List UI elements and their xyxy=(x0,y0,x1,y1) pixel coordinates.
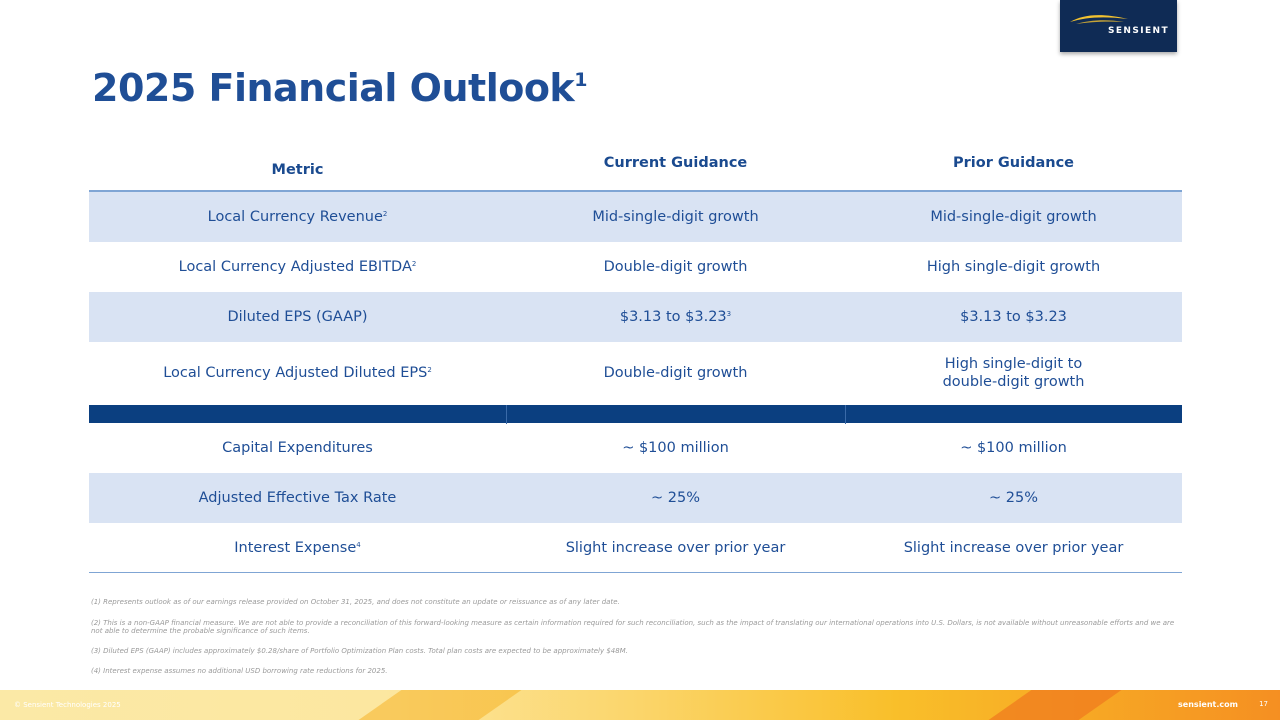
header-metric: Metric xyxy=(271,162,324,178)
footer-bar: © Sensient Technologies 2025 sensient.co… xyxy=(0,690,1280,720)
current-value: Double-digit growth xyxy=(603,259,748,275)
current-guidance-cell: ~ 25% xyxy=(506,489,845,507)
footnote-marker: 2 xyxy=(427,366,432,374)
table-row: Local Currency Revenue2 Mid-single-digit… xyxy=(89,192,1182,242)
current-value: Mid-single-digit growth xyxy=(592,209,759,225)
copyright-text: © Sensient Technologies 2025 xyxy=(14,701,121,709)
prior-guidance-cell: Slight increase over prior year xyxy=(845,539,1182,557)
prior-guidance-cell: ~ 25% xyxy=(845,489,1182,507)
footnote-2: (2) This is a non-GAAP financial measure… xyxy=(91,619,1175,635)
footnote-4: (4) Interest expense assumes no addition… xyxy=(91,667,388,675)
table-row: Adjusted Effective Tax Rate ~ 25% ~ 25% xyxy=(89,473,1182,523)
footnote-marker: 3 xyxy=(726,310,732,318)
footnote-marker: 2 xyxy=(411,260,417,268)
current-guidance-cell: Double-digit growth xyxy=(506,258,845,276)
prior-value: ~ 25% xyxy=(989,490,1038,506)
current-value: $3.13 to $3.23 xyxy=(619,309,727,325)
current-value: Double-digit growth xyxy=(603,365,748,381)
title-footnote-marker: 1 xyxy=(574,69,587,91)
prior-guidance-cell: Mid-single-digit growth xyxy=(845,208,1182,226)
current-value: ~ $100 million xyxy=(622,440,729,456)
current-guidance-cell: Double-digit growth xyxy=(506,364,845,382)
table-row: Local Currency Adjusted Diluted EPS2 Dou… xyxy=(89,342,1182,404)
metric-cell: Capital Expenditures xyxy=(89,439,506,457)
prior-guidance-cell: High single-digit to double-digit growth xyxy=(845,355,1182,391)
header-current-guidance: Current Guidance xyxy=(603,155,748,171)
table-row: Local Currency Adjusted EBITDA2 Double-d… xyxy=(89,242,1182,292)
table-section-divider xyxy=(89,404,1182,424)
divider-gap xyxy=(506,404,507,424)
metric-cell: Local Currency Revenue2 xyxy=(89,208,506,226)
current-value: Slight increase over prior year xyxy=(565,539,786,556)
sensient-swoosh-icon xyxy=(1070,15,1128,24)
outlook-table: Metric Current Guidance Prior Guidance L… xyxy=(89,140,1182,573)
current-guidance-cell: Slight increase over prior year xyxy=(506,539,845,557)
divider-gap xyxy=(845,404,846,424)
metric-label: Local Currency Adjusted EBITDA xyxy=(178,259,412,275)
footnote-3: (3) Diluted EPS (GAAP) includes approxim… xyxy=(91,647,628,655)
page-title: 2025 Financial Outlook1 xyxy=(92,66,587,110)
metric-label: Diluted EPS (GAAP) xyxy=(227,309,368,325)
metric-cell: Local Currency Adjusted Diluted EPS2 xyxy=(89,364,506,382)
prior-guidance-cell: $3.13 to $3.23 xyxy=(845,308,1182,326)
current-guidance-cell: Mid-single-digit growth xyxy=(506,208,845,226)
footnote-marker: 4 xyxy=(356,540,361,549)
prior-value-line1: High single-digit to xyxy=(944,356,1083,372)
metric-cell: Diluted EPS (GAAP) xyxy=(89,308,506,326)
divider-segment xyxy=(846,405,1182,423)
footnote-1: (1) Represents outlook as of our earning… xyxy=(91,598,620,606)
metric-label: Local Currency Adjusted Diluted EPS xyxy=(163,365,428,381)
divider-segment xyxy=(89,405,506,423)
footnote-marker: 2 xyxy=(382,210,388,218)
metric-label: Local Currency Revenue xyxy=(207,209,383,225)
prior-value-line2: double-digit growth xyxy=(942,374,1085,390)
header-prior-guidance: Prior Guidance xyxy=(952,155,1075,171)
divider-segment xyxy=(507,405,845,423)
current-value: ~ 25% xyxy=(651,490,700,506)
metric-label: Capital Expenditures xyxy=(222,440,373,456)
metric-cell: Interest Expense4 xyxy=(89,539,506,557)
metric-cell: Local Currency Adjusted EBITDA2 xyxy=(89,258,506,276)
page-title-text: 2025 Financial Outlook xyxy=(92,66,575,110)
prior-value: Slight increase over prior year xyxy=(903,539,1124,556)
metric-label: Interest Expense xyxy=(234,539,357,556)
current-guidance-cell: $3.13 to $3.233 xyxy=(506,308,845,326)
prior-value: High single-digit growth xyxy=(926,259,1101,275)
page-number: 17 xyxy=(1259,700,1268,708)
website-link[interactable]: sensient.com xyxy=(1178,700,1238,709)
current-guidance-cell: ~ $100 million xyxy=(506,439,845,457)
footer-stripe xyxy=(988,690,1122,720)
metric-cell: Adjusted Effective Tax Rate xyxy=(89,489,506,507)
footer-stripe xyxy=(358,690,522,720)
prior-guidance-cell: ~ $100 million xyxy=(845,439,1182,457)
metric-label: Adjusted Effective Tax Rate xyxy=(198,490,397,506)
footnotes: (1) Represents outlook as of our earning… xyxy=(91,598,1181,688)
table-row: Capital Expenditures ~ $100 million ~ $1… xyxy=(89,423,1182,473)
prior-value: Mid-single-digit growth xyxy=(930,209,1097,225)
table-row: Diluted EPS (GAAP) $3.13 to $3.233 $3.13… xyxy=(89,292,1182,342)
prior-value: $3.13 to $3.23 xyxy=(960,309,1067,325)
logo-wordmark: SENSIENT xyxy=(1107,26,1169,36)
table-row: Interest Expense4 Slight increase over p… xyxy=(89,523,1182,573)
sensient-logo: SENSIENT xyxy=(1060,0,1177,52)
table-header-row: Metric Current Guidance Prior Guidance xyxy=(89,140,1182,192)
prior-guidance-cell: High single-digit growth xyxy=(845,258,1182,276)
prior-value: ~ $100 million xyxy=(960,440,1067,456)
